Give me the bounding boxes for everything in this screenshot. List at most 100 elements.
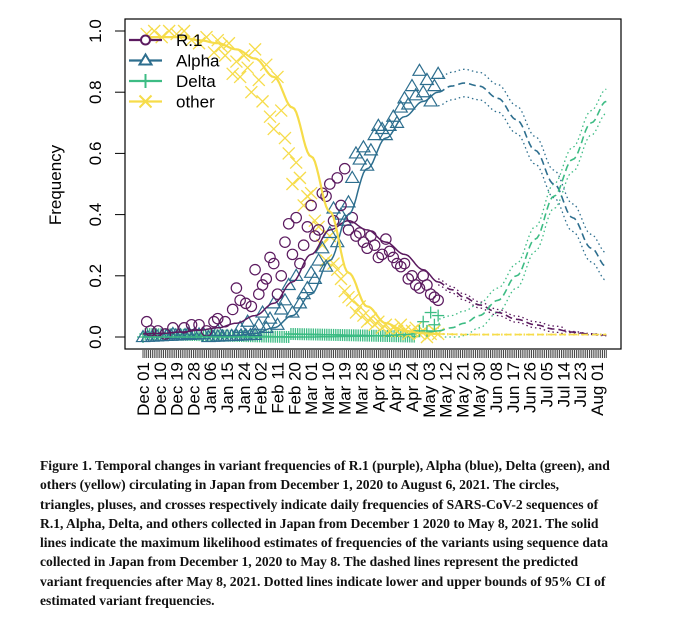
y-tick-label: 0.4 (86, 203, 105, 227)
alpha-point (382, 118, 398, 132)
r1-point (264, 251, 276, 264)
other-point (278, 131, 292, 145)
r1-point (312, 224, 325, 236)
r1-prediction-line (437, 281, 607, 336)
other-point (259, 58, 273, 72)
delta-ci-lower (437, 113, 607, 338)
x-tick-label: Jan 06 (201, 362, 220, 413)
r1-point (394, 260, 407, 273)
caption-line: variant frequencies after May 8, 2021. D… (40, 573, 606, 589)
alpha-ci-lower (438, 96, 607, 282)
r1-point (260, 273, 273, 285)
alpha-point (333, 206, 349, 220)
other-point (345, 293, 359, 307)
other-point (282, 146, 296, 160)
plot-area (124, 18, 622, 350)
other-point (330, 263, 344, 277)
alpha-point (363, 142, 379, 156)
caption-line: triangles, pluses, and crosses respectiv… (40, 496, 599, 512)
x-tick-label: Jun 26 (521, 362, 540, 413)
delta-estimate-line (143, 330, 439, 338)
other-point (241, 61, 255, 75)
alpha-point (415, 84, 431, 98)
r1-point (391, 257, 403, 270)
other-point (364, 312, 378, 326)
ci-bound-lines (437, 68, 607, 338)
alpha-point (370, 118, 386, 132)
alpha-point (355, 139, 371, 153)
other-point (233, 70, 247, 84)
x-tick-label: Jul 23 (571, 362, 590, 407)
r1-point (245, 300, 258, 313)
r1-point (372, 251, 385, 264)
cross-marker-icon (138, 94, 153, 109)
alpha-point (400, 96, 416, 110)
r1-point (361, 242, 373, 255)
plot-frame (124, 18, 622, 350)
figure-caption: Figure 1. Temporal changes in variant fr… (40, 456, 680, 610)
legend-label: Alpha (176, 52, 220, 71)
r1-point (271, 288, 284, 300)
other-point (248, 42, 262, 56)
alpha-point (352, 151, 368, 165)
x-tick-label: Mar 01 (302, 362, 321, 415)
r1-point (346, 211, 359, 224)
x-tick-label: Aug 01 (588, 362, 607, 416)
alpha-point (408, 87, 424, 101)
r1-point (249, 263, 261, 276)
other-point (162, 24, 176, 38)
legend-entry: Alpha (129, 52, 220, 71)
r1-point (267, 257, 280, 270)
r1-point (239, 297, 252, 310)
alpha-point (393, 99, 409, 113)
other-point (222, 36, 236, 50)
alpha-point (262, 310, 278, 324)
x-tick-label: Jul 14 (554, 362, 573, 407)
delta-point (420, 324, 433, 337)
r1-point (342, 224, 355, 236)
other-point (218, 49, 232, 62)
other-point (327, 257, 340, 271)
r1-point (376, 248, 388, 261)
alpha-point (430, 66, 446, 79)
alpha-point (389, 115, 405, 128)
alpha-point (311, 252, 327, 266)
r1-point (398, 257, 411, 270)
alpha-point (340, 194, 357, 208)
r1-point (256, 279, 269, 291)
delta-point (424, 306, 437, 319)
alpha-point (404, 78, 420, 92)
r1-point (279, 236, 291, 248)
alpha-point (307, 271, 323, 285)
x-tick-label: Apr 24 (403, 362, 422, 412)
x-tick-label: Jun 08 (487, 362, 506, 413)
x-tick-label: Dec 19 (168, 362, 187, 416)
r1-ci-upper (437, 278, 607, 336)
legend-entry: Delta (129, 72, 216, 91)
alpha-point (419, 72, 435, 86)
other-point (147, 24, 161, 38)
other-point (293, 171, 307, 185)
x-tick-label: Feb 11 (268, 362, 287, 414)
r1-point (323, 178, 336, 190)
delta-point (432, 309, 445, 322)
other-point (177, 24, 191, 38)
r1-point (185, 318, 198, 331)
r1-point (387, 251, 400, 264)
alpha-point (385, 108, 401, 122)
caption-line: Figure 1. Temporal changes in variant fr… (40, 458, 610, 473)
caption-line: others (yellow) circulating in Japan fro… (40, 477, 560, 493)
legend-label: R.1 (176, 31, 202, 50)
alpha-point (299, 280, 315, 294)
y-axis: 0.0 0.2 0.4 0.6 0.8 1.0 (86, 19, 125, 349)
other-prediction-line (438, 333, 607, 336)
y-tick-label: 0.6 (86, 142, 105, 166)
alpha-point (258, 320, 274, 333)
alpha-point (359, 157, 375, 171)
alpha-point (344, 170, 360, 184)
alpha-point (284, 304, 300, 318)
r1-point (230, 282, 243, 294)
r1-ci-lower (437, 284, 607, 337)
caption-line: R.1, Alpha, Delta, and others collected … (40, 515, 599, 531)
